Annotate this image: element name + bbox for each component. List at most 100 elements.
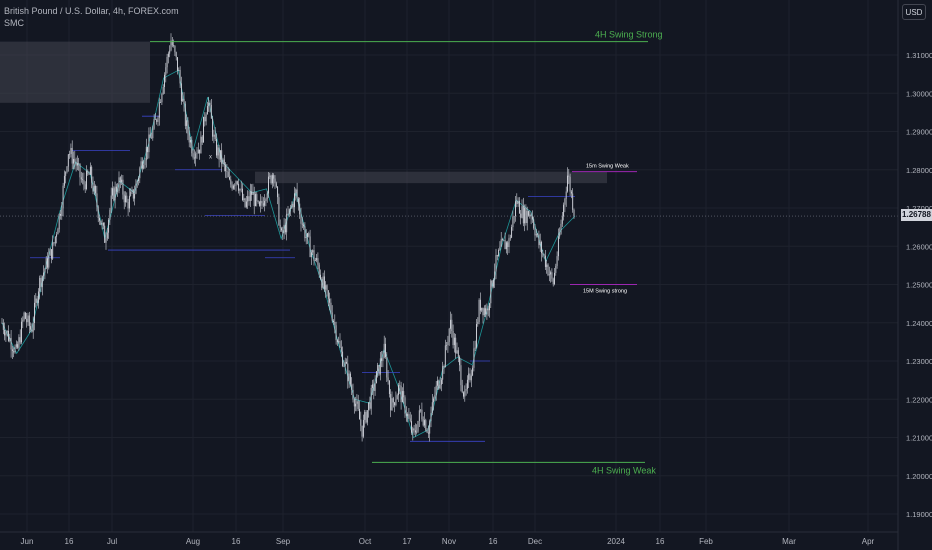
candle-body xyxy=(89,166,91,175)
candle-body xyxy=(268,176,269,194)
candle-body xyxy=(425,420,427,431)
candle-body xyxy=(355,403,357,407)
candle-body xyxy=(162,86,164,94)
candle-body xyxy=(63,175,65,186)
candle-body xyxy=(199,149,201,154)
candle-body xyxy=(426,430,428,433)
candle-body xyxy=(74,159,76,162)
candle-body xyxy=(222,159,224,164)
candle-body xyxy=(485,308,487,315)
swing-level-label: 4H Swing Strong xyxy=(595,30,663,40)
candle-body xyxy=(164,74,165,87)
candle-body xyxy=(537,234,539,235)
candle-body xyxy=(565,191,567,199)
candle-body xyxy=(511,227,513,238)
candle-body xyxy=(567,175,568,192)
time-axis[interactable]: Jun 16 Jul Aug 16 Sep Oct 17 Nov 16 Dec 2024 16 Feb Ma… xyxy=(0,531,898,546)
candle-body xyxy=(166,56,168,68)
candle-body xyxy=(170,40,172,51)
candle-body xyxy=(249,191,251,201)
candle-body xyxy=(521,206,523,218)
y-tick-label: 1.28000 xyxy=(906,166,932,175)
candle-body xyxy=(303,224,305,227)
candle-body xyxy=(234,185,236,187)
candle-body xyxy=(314,260,316,261)
candle-body xyxy=(477,321,479,325)
candle-body xyxy=(444,345,446,368)
candle-body xyxy=(271,175,273,184)
chart-grid xyxy=(0,0,898,532)
candle-body xyxy=(489,303,490,311)
candle-body xyxy=(66,166,68,172)
candle-body xyxy=(296,189,298,199)
candle-body xyxy=(373,384,375,391)
candle-body xyxy=(320,274,321,280)
indicator-label[interactable]: SMC xyxy=(4,18,24,28)
candle-body xyxy=(23,312,25,320)
candle-body xyxy=(563,204,565,217)
candle-body xyxy=(32,323,34,332)
candle-body xyxy=(335,325,337,341)
candle-body xyxy=(67,154,69,167)
candle-body xyxy=(174,45,176,53)
candle-body xyxy=(360,419,362,426)
candle-body xyxy=(19,337,21,343)
candle-body xyxy=(8,330,9,341)
y-tick-label: 1.26000 xyxy=(906,242,932,251)
candle-body xyxy=(561,216,563,224)
candle-body xyxy=(496,255,498,257)
candle-body xyxy=(399,385,401,386)
candle-body xyxy=(386,357,388,378)
candle-body xyxy=(14,346,16,353)
candle-body xyxy=(383,343,385,358)
price-axis[interactable]: 1.31000 1.30000 1.29000 1.28000 1.27000 1.260… xyxy=(897,0,932,550)
candle-body xyxy=(118,177,120,191)
candle-body xyxy=(295,189,297,194)
candle-body xyxy=(261,200,263,204)
candle-body xyxy=(291,203,293,208)
candle-body xyxy=(102,223,104,226)
candle-body xyxy=(420,409,422,411)
candle-body xyxy=(512,216,514,228)
candle-body xyxy=(413,428,415,431)
candle-body xyxy=(218,147,220,160)
candle-body xyxy=(518,200,520,214)
candle-body xyxy=(165,67,167,75)
x-tick-label: 16 xyxy=(656,537,665,546)
candle-body xyxy=(318,264,320,275)
candle-body xyxy=(439,384,441,389)
candle-body xyxy=(203,116,204,143)
candle-body xyxy=(529,214,531,217)
candle-body xyxy=(309,236,311,258)
candle-body xyxy=(486,308,488,315)
candle-body xyxy=(569,176,571,192)
candle-body xyxy=(446,345,448,346)
x-tick-label: 16 xyxy=(489,537,498,546)
candle-body xyxy=(227,171,229,178)
candle-body xyxy=(351,384,353,390)
currency-button[interactable]: USD xyxy=(902,4,926,20)
candle-body xyxy=(568,175,570,177)
candle-body xyxy=(507,242,509,248)
candle-body xyxy=(156,119,158,122)
candle-body xyxy=(326,285,328,291)
candle-body xyxy=(346,361,347,364)
candle-body xyxy=(266,193,268,200)
candle-body xyxy=(387,377,389,381)
candle-body xyxy=(290,207,292,209)
candle-body xyxy=(459,356,461,366)
candle-body xyxy=(572,193,574,210)
candle-body xyxy=(105,238,107,243)
candle-body xyxy=(297,198,299,204)
candle-body xyxy=(418,410,420,421)
candle-body xyxy=(279,224,281,229)
candle-body xyxy=(357,401,359,409)
candle-body xyxy=(187,120,189,134)
candle-body xyxy=(253,192,255,206)
candle-body xyxy=(336,340,338,343)
candle-body xyxy=(97,206,99,219)
candle-body xyxy=(132,189,134,199)
candle-body xyxy=(391,398,393,411)
candle-body xyxy=(343,366,345,367)
